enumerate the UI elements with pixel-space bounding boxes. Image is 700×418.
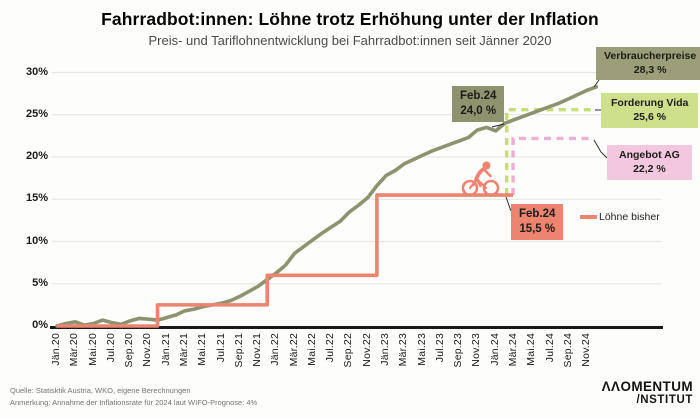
annotation-label: Forderung Vida — [611, 97, 689, 109]
y-tick-label: 30% — [25, 65, 48, 78]
connector-feb24-prices — [491, 123, 505, 128]
note-line: Anmerkung: Annahme der Inflationsrate fü… — [10, 397, 258, 407]
wages-line — [57, 193, 514, 328]
x-tick-label: Nov.21 — [251, 333, 264, 367]
x-tick-label: Nov.22 — [360, 333, 373, 367]
x-tick-label: Mai.21 — [196, 333, 209, 366]
y-tick-label: 0% — [32, 319, 48, 331]
x-tick-label: Nov.20 — [141, 333, 154, 367]
x-tick-label: Jän.24 — [488, 333, 501, 366]
legend-line-swatch — [580, 215, 597, 219]
logo-wordmark-line2: /NSTITUT — [636, 394, 693, 407]
x-tick-label: Jul.24 — [543, 333, 556, 363]
annotation-forderung-vida: Forderung Vida 25,6 % — [601, 93, 699, 129]
x-tick-label: Mär.23 — [397, 333, 410, 367]
annotation-label: Angebot AG — [619, 149, 680, 161]
source-note: Quelle: Statisktik Austria, WKO, eigene … — [10, 385, 257, 408]
annotation-feb24-prices: Feb.24 24,0 % — [452, 86, 505, 122]
x-tick-label: Nov.24 — [580, 333, 593, 367]
annotation-month: Feb.24 — [519, 208, 556, 220]
x-tick-label: Mai.24 — [525, 333, 538, 366]
employer-offer-line — [511, 136, 594, 196]
y-tick-label: 25% — [25, 107, 48, 120]
vida-demand-line — [504, 107, 594, 196]
annotation-verbraucherpreise: Verbraucherpreise 28,3 % — [596, 47, 700, 81]
x-tick-label: Mai.23 — [415, 333, 428, 366]
x-tick-label: Sep.24 — [561, 333, 574, 368]
x-tick-label: Mär.24 — [507, 333, 519, 367]
x-tick-label: Mär.22 — [287, 333, 300, 367]
x-tick-label: Jän.22 — [269, 333, 282, 366]
x-tick-label: Sep.23 — [452, 333, 465, 368]
x-tick-label: Jän.21 — [159, 333, 172, 366]
annotation-value: 25,6 % — [633, 110, 667, 123]
annotation-value: 22,2 % — [633, 162, 666, 175]
annotation-value: 15,5 % — [519, 222, 556, 235]
logo-wordmark-line1: ΛΛOMENTUM — [601, 379, 693, 394]
legend-label: Löhne bisher — [599, 211, 660, 223]
x-tick-label: Jul.22 — [324, 333, 337, 363]
x-tick-label: Jul.20 — [104, 333, 117, 363]
annotation-feb24-wages: Feb.24 15,5 % — [511, 204, 564, 240]
x-tick-label: Jän.20 — [50, 333, 62, 366]
x-tick-label: Jul.21 — [214, 333, 227, 363]
x-tick-label: Sep.20 — [123, 333, 136, 368]
annotation-value: 24,0 % — [460, 104, 497, 117]
legend: Löhne bisher — [580, 211, 660, 223]
chart-subtitle: Preis- und Tariflohnentwicklung bei Fahr… — [148, 33, 552, 48]
annotation-angebot-ag: Angebot AG 22,2 % — [607, 145, 692, 181]
connector-verbraucherpreise — [593, 79, 600, 88]
connector-angebot-ag — [593, 139, 608, 159]
x-tick-label: Jul.23 — [433, 333, 446, 363]
chart-title: Fahrradbot:innen: Löhne trotz Erhöhung u… — [101, 9, 599, 29]
annotation-label: Verbraucherpreise — [604, 50, 697, 62]
x-tick-label: Sep.21 — [232, 333, 245, 368]
x-tick-label: Mai.22 — [305, 333, 318, 366]
source-line: Quelle: Statisktik Austria, WKO, eigene … — [10, 386, 191, 395]
y-tick-label: 10% — [25, 234, 48, 247]
x-tick-label: Mai.20 — [86, 333, 99, 366]
x-tick-label: Jän.23 — [379, 333, 392, 366]
x-tick-label: Nov.23 — [470, 333, 483, 367]
annotation-month: Feb.24 — [460, 90, 497, 102]
y-tick-label: 15% — [25, 192, 48, 205]
annotation-value: 28,3 % — [633, 63, 667, 76]
connector-feb24-wages — [505, 196, 512, 212]
y-tick-label: 20% — [25, 150, 48, 162]
consumer-prices-line — [55, 85, 599, 328]
cyclist-icon — [461, 161, 500, 197]
y-tick-label: 5% — [32, 276, 48, 289]
x-tick-label: Sep.22 — [342, 333, 355, 368]
momentum-institut-logo: ΛΛOMENTUM /NSTITUT — [601, 379, 693, 407]
x-tick-label: Mär.20 — [68, 333, 81, 367]
x-tick-label: Mär.21 — [177, 333, 190, 367]
